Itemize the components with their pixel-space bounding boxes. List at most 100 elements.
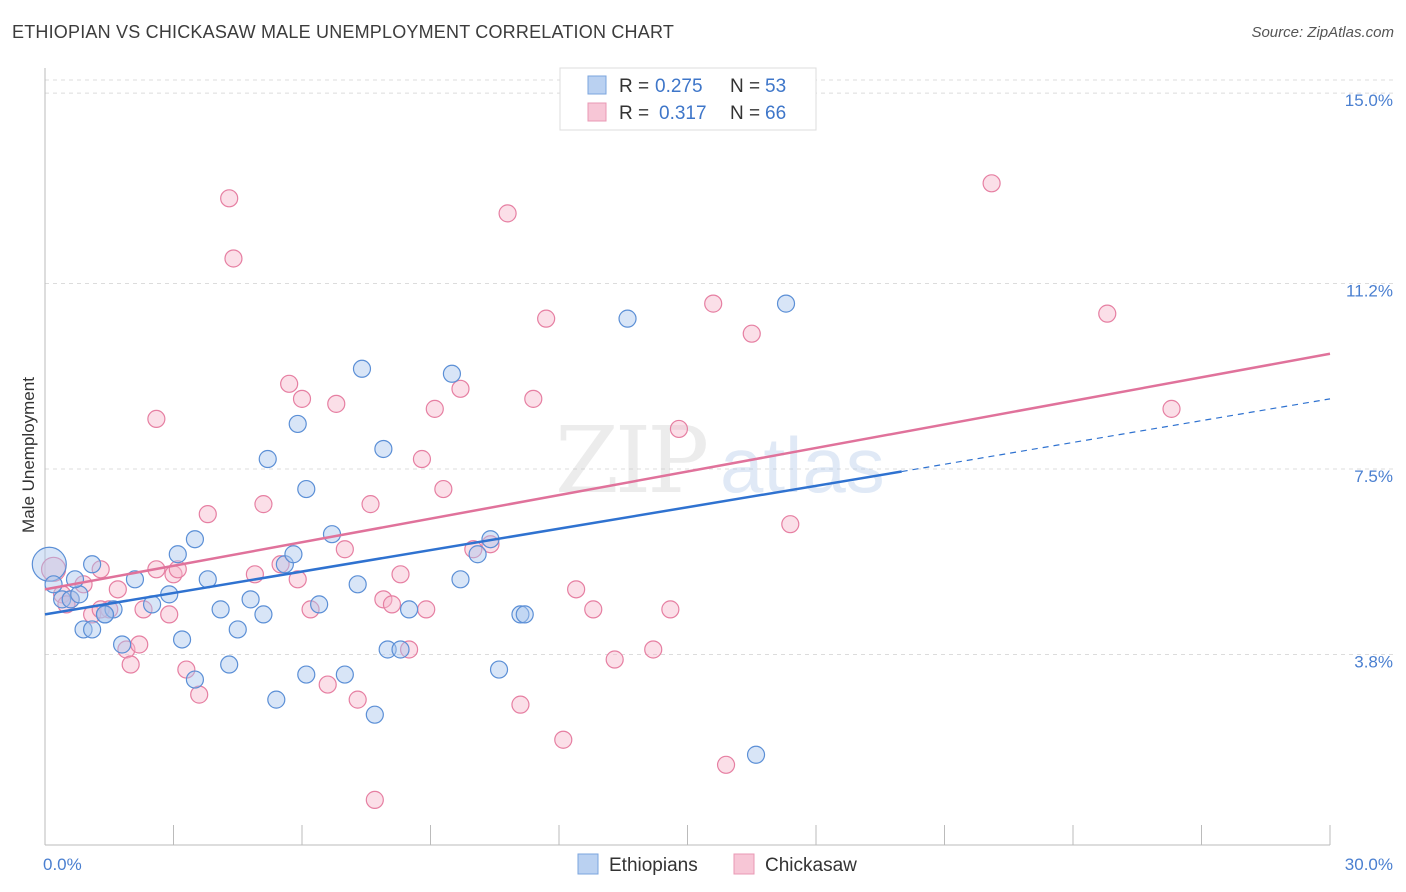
ethiopians-points — [31, 294, 796, 764]
stats-legend: R = 0.275 N = 53 R = 0.317 N = 66 — [559, 67, 817, 131]
ethiopian-point-9 — [70, 585, 89, 604]
chickasaw-point-26 — [292, 389, 312, 408]
series-legend: Ethiopians Chickasaw — [577, 853, 857, 876]
chickasaw-point-36 — [391, 565, 410, 584]
chickasaw-point-31 — [348, 690, 367, 709]
chickasaw-point-7 — [108, 580, 127, 599]
chickasaw-point-23 — [271, 555, 290, 574]
chickasaw-point-25 — [288, 570, 307, 589]
bottom-label-ethiopians: Ethiopians — [609, 855, 698, 876]
chickasaw-point-33 — [365, 790, 384, 809]
chickasaw-point-10 — [130, 635, 149, 654]
chickasaw-point-55 — [669, 419, 689, 439]
chickasaw-point-49 — [554, 730, 573, 749]
chart-title: ETHIOPIAN VS CHICKASAW MALE UNEMPLOYMENT… — [12, 22, 675, 42]
chickasaw-point-28 — [318, 675, 337, 694]
chickasaw-point-20 — [224, 249, 243, 268]
ethiopian-point-43 — [468, 545, 487, 564]
ethiopian-point-8 — [112, 635, 132, 654]
ethiopian-point-49 — [746, 745, 766, 764]
chickasaw-point-48 — [537, 309, 556, 328]
ethiopian-point-48 — [618, 309, 637, 328]
y-tick-label-1: 7.5% — [1354, 467, 1393, 486]
chickasaw-point-61 — [1098, 304, 1117, 323]
ethiopian-point-32 — [365, 705, 384, 724]
watermark-atlas: atlas — [720, 421, 885, 509]
watermark: ZIP atlas — [555, 407, 885, 514]
chickasaw-point-56 — [704, 294, 723, 313]
chickasaw-point-62 — [1162, 399, 1181, 418]
x-tick-label-0: 0.0% — [43, 855, 82, 874]
bottom-swatch-ethiopians — [577, 853, 599, 875]
legend-r-value-1: 0.275 — [655, 76, 703, 97]
ethiopian-point-41 — [442, 364, 462, 383]
chickasaw-point-38 — [412, 449, 432, 469]
chickasaw-point-19 — [220, 189, 239, 208]
ethiopian-point-0 — [31, 546, 67, 582]
chickasaw-point-42 — [451, 379, 470, 398]
chickasaw-point-47 — [524, 389, 543, 408]
chickasaw-point-58 — [742, 324, 761, 343]
chickasaw-point-34 — [374, 590, 393, 609]
ethiopian-point-31 — [348, 575, 367, 594]
grid-lines — [45, 79, 1395, 656]
ethiopian-point-19 — [211, 600, 230, 619]
ethiopian-point-28 — [310, 595, 329, 614]
chickasaw-point-17 — [190, 685, 209, 704]
chickasaw-point-5 — [91, 560, 110, 579]
chickasaw-point-18 — [198, 505, 217, 524]
ethiopians-trendline-extension — [901, 398, 1331, 473]
chickasaw-point-32 — [361, 495, 380, 514]
y-tick-label-3: 15.0% — [1345, 91, 1393, 110]
ethiopian-point-17 — [172, 630, 192, 649]
ethiopian-point-21 — [228, 620, 247, 639]
legend-n-value-1: 53 — [765, 76, 786, 97]
ethiopian-point-3 — [61, 590, 80, 609]
ethiopian-point-22 — [241, 590, 260, 609]
chickasaw-point-30 — [335, 540, 354, 559]
chickasaw-point-60 — [982, 174, 1001, 193]
ethiopian-point-33 — [378, 640, 397, 659]
y-tick-label-0: 3.8% — [1354, 653, 1393, 672]
ethiopian-point-47 — [515, 605, 534, 624]
chickasaw-point-24 — [280, 374, 299, 393]
chickasaw-points — [40, 174, 1181, 809]
ethiopian-point-46 — [511, 605, 530, 624]
ethiopian-point-39 — [258, 449, 277, 469]
ethiopian-point-38 — [297, 479, 316, 499]
chickasaw-point-57 — [716, 755, 736, 774]
chickasaw-point-46 — [511, 695, 530, 714]
chickasaw-point-65 — [160, 605, 179, 624]
ethiopian-point-29 — [322, 525, 342, 544]
bottom-swatch-chickasaw — [733, 853, 755, 875]
legend-n-label-1: N = — [730, 76, 760, 97]
ethiopian-point-14 — [168, 545, 187, 564]
ethiopian-point-35 — [399, 600, 419, 619]
legend-r-value-2: 0.317 — [659, 103, 707, 124]
chickasaw-point-53 — [644, 640, 663, 659]
ethiopian-point-27 — [297, 665, 316, 684]
ethiopian-point-1 — [44, 575, 63, 594]
legend-swatch-chickasaw — [587, 102, 607, 122]
ethiopian-point-42 — [451, 570, 470, 589]
tick-labels: 3.8% 7.5% 11.2% 15.0% 0.0% 30.0% — [43, 91, 1393, 874]
chickasaw-point-35 — [382, 595, 402, 614]
watermark-zip: ZIP — [555, 407, 706, 514]
legend-swatch-ethiopians — [587, 75, 607, 95]
chickasaw-point-45 — [498, 204, 517, 223]
ethiopian-point-30 — [335, 665, 354, 684]
chickasaw-point-50 — [567, 580, 586, 599]
chickasaw-point-40 — [425, 399, 444, 418]
chickasaw-point-9 — [121, 655, 140, 674]
legend-n-label-2: N = — [730, 103, 760, 124]
ethiopian-point-51 — [95, 605, 115, 624]
ethiopian-point-40 — [288, 414, 307, 434]
chickasaw-point-51 — [584, 600, 603, 619]
chickasaw-point-39 — [417, 600, 436, 619]
chickasaw-point-13 — [147, 409, 166, 429]
ethiopian-point-10 — [83, 555, 102, 574]
bottom-label-chickasaw: Chickasaw — [765, 855, 857, 876]
chickasaw-point-59 — [781, 515, 800, 534]
ethiopian-point-36 — [352, 359, 372, 378]
